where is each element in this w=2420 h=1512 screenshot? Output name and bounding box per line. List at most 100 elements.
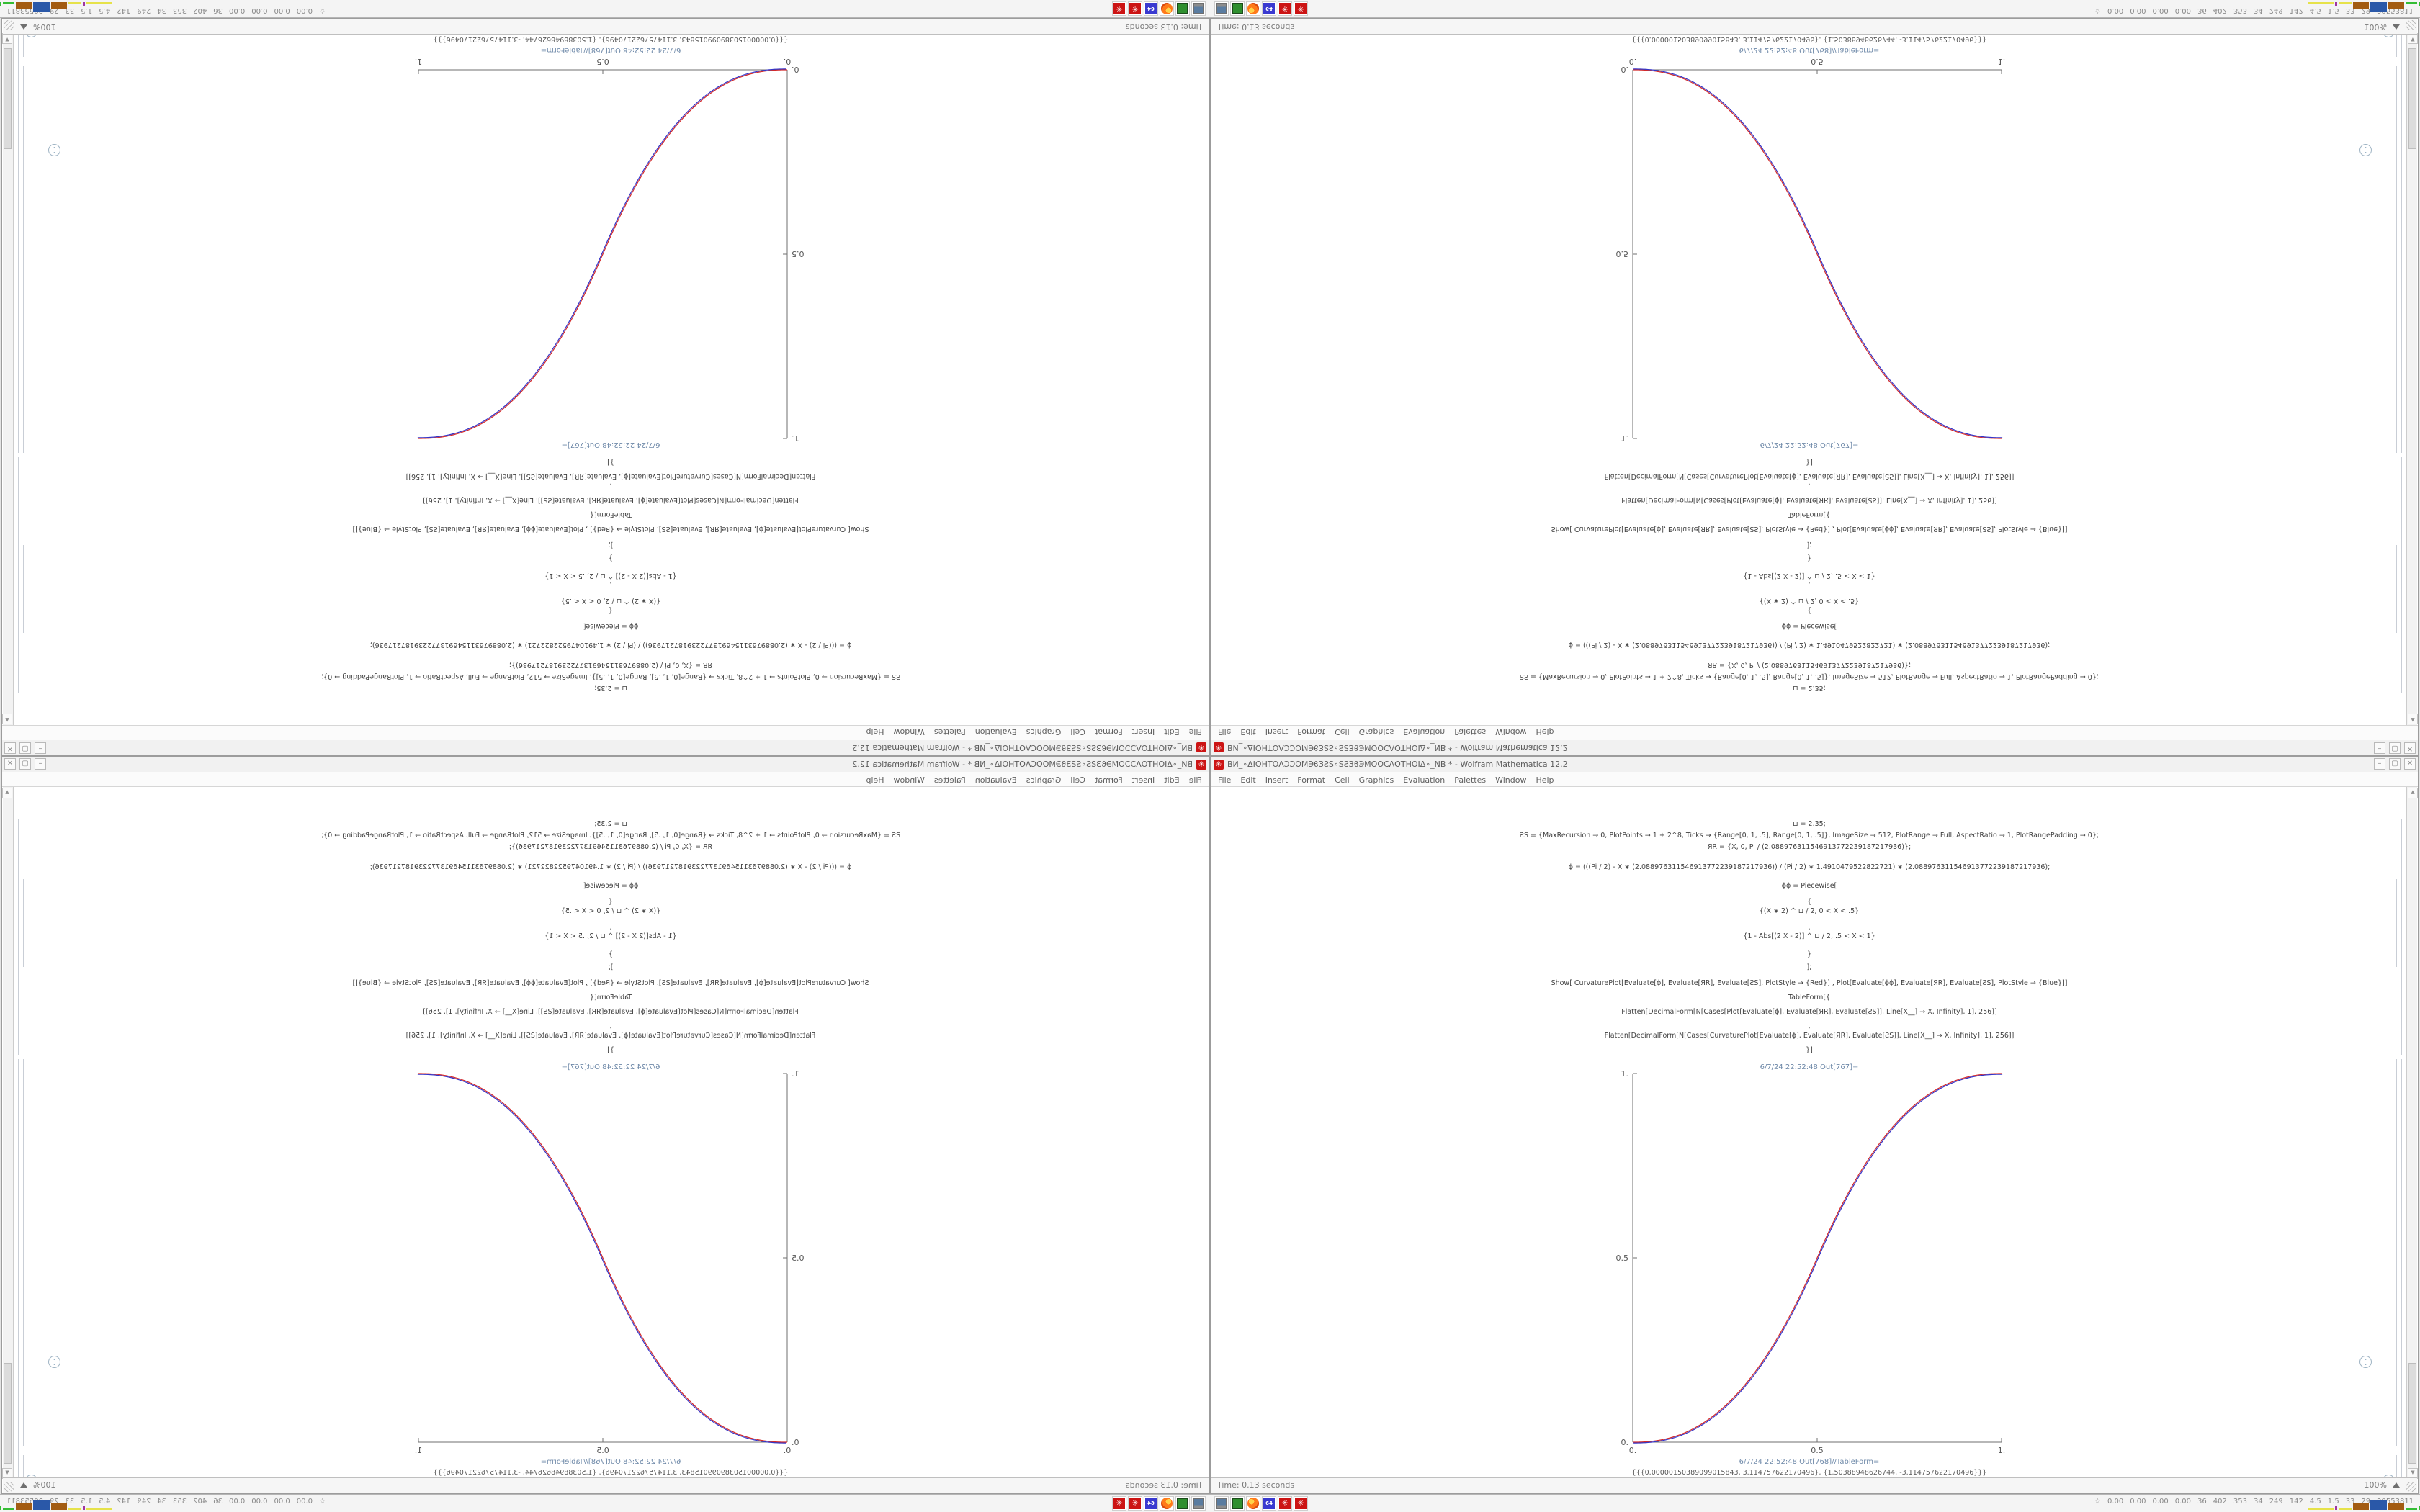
cell-bracket[interactable] bbox=[18, 1059, 19, 1480]
cell-bracket[interactable] bbox=[23, 32, 24, 57]
zoom-level[interactable]: 100% bbox=[2364, 22, 2387, 32]
chip-tool-icon[interactable] bbox=[1230, 1, 1245, 16]
cell-bracket[interactable] bbox=[2396, 879, 2397, 967]
resize-grip[interactable] bbox=[2406, 1482, 2416, 1492]
input-cell-line[interactable]: , bbox=[1808, 924, 1811, 932]
menu-item-edit[interactable]: Edit bbox=[1240, 775, 1256, 785]
input-cell-line[interactable]: Show[ CurvaturePlot[Evaluate[ϕ], Evaluat… bbox=[352, 525, 869, 533]
vertical-scrollbar[interactable]: ▲ ▼ bbox=[2, 787, 14, 1480]
close-button[interactable]: ✕ bbox=[2404, 758, 2416, 770]
menu-item-palettes[interactable]: Palettes bbox=[933, 775, 966, 785]
scroll-up-icon[interactable]: ▲ bbox=[2408, 714, 2418, 724]
input-cell-line[interactable]: TableForm[{ bbox=[1788, 510, 1831, 518]
maximize-button[interactable]: ▢ bbox=[19, 758, 31, 770]
scroll-up-icon[interactable]: ▲ bbox=[2408, 788, 2418, 798]
mathematica-icon-2[interactable]: ✳ bbox=[1112, 1496, 1126, 1511]
input-cell-line[interactable]: } bbox=[608, 554, 614, 562]
input-cell-line[interactable]: ЯR = {X, 0, Pi / (2.08897631154691377223… bbox=[508, 661, 713, 669]
vertical-scrollbar[interactable]: ▲ ▼ bbox=[2406, 32, 2418, 725]
zoom-dropdown-icon[interactable] bbox=[2393, 1482, 2400, 1488]
input-cell-line[interactable]: Flatten[DecimalForm[N[Cases[CurvaturePlo… bbox=[1604, 1032, 2015, 1040]
mathematica-icon[interactable]: ✳ bbox=[1128, 1, 1142, 16]
menu-item-evaluation[interactable]: Evaluation bbox=[974, 727, 1017, 737]
zoom-level[interactable]: 100% bbox=[33, 22, 56, 32]
input-cell-line[interactable]: ƧS = {MaxRecursion → 0, PlotPoints → 1 +… bbox=[1519, 832, 2099, 840]
input-cell-line[interactable]: Flatten[DecimalForm[N[Cases[CurvaturePlo… bbox=[1604, 472, 2015, 480]
input-cell-line[interactable]: ϕϕ = Piecewise[ bbox=[1781, 882, 1837, 890]
input-cell-line[interactable]: TableForm[{ bbox=[589, 994, 632, 1002]
input-cell-line[interactable]: ƧS = {MaxRecursion → 0, PlotPoints → 1 +… bbox=[321, 672, 901, 680]
menu-item-evaluation[interactable]: Evaluation bbox=[1403, 775, 1446, 785]
menu-item-insert[interactable]: Insert bbox=[1265, 727, 1289, 737]
input-cell-line[interactable]: ƧS = {MaxRecursion → 0, PlotPoints → 1 +… bbox=[321, 832, 901, 840]
cell-bracket[interactable] bbox=[2396, 32, 2397, 57]
input-cell-line[interactable]: } bbox=[608, 950, 614, 958]
vertical-scrollbar[interactable]: ▲ ▼ bbox=[2406, 787, 2418, 1480]
window-titlebar[interactable]: ✳ ВИ_∘ΔΙΟΗΤΟΛϽϽΟΜЭϐЗƧS∘SƧЗϐЭΜΟΟϹΛΟΤΗΟΙΔ∘… bbox=[2, 739, 1209, 755]
display-settings-icon[interactable] bbox=[1214, 1, 1229, 16]
menu-item-palettes[interactable]: Palettes bbox=[1454, 727, 1487, 737]
menu-item-file[interactable]: File bbox=[1218, 775, 1232, 785]
cell-bracket[interactable] bbox=[2401, 819, 2402, 1055]
input-cell-line[interactable]: ϕϕ = Piecewise[ bbox=[1781, 622, 1837, 630]
input-cell-line[interactable]: ]; bbox=[608, 963, 614, 971]
notebook-content[interactable]: ⊔ = 2.35; ƧS = {MaxRecursion → 0, PlotPoi… bbox=[13, 787, 1209, 1480]
mathematica-icon-2[interactable]: ✳ bbox=[1294, 1496, 1308, 1511]
cell-bracket[interactable] bbox=[2396, 1455, 2397, 1480]
window-titlebar[interactable]: ✳ ВИ_∘ΔΙΟΗΤΟΛϽϽΟΜЭϐЗƧS∘SƧЗϐЭΜΟΟϹΛΟΤΗΟΙΔ∘… bbox=[1211, 739, 2418, 755]
input-cell-line[interactable]: }] bbox=[607, 458, 614, 466]
input-cell-line[interactable]: }] bbox=[1806, 458, 1813, 466]
menu-item-window[interactable]: Window bbox=[1495, 775, 1527, 785]
display-settings-icon[interactable] bbox=[1191, 1, 1206, 16]
input-cell-line[interactable]: Flatten[DecimalForm[N[Cases[Plot[Evaluat… bbox=[1621, 496, 1997, 504]
menu-item-graphics[interactable]: Graphics bbox=[1358, 727, 1394, 737]
menu-item-window[interactable]: Window bbox=[1495, 727, 1527, 737]
menu-item-insert[interactable]: Insert bbox=[1131, 775, 1155, 785]
cell-bracket[interactable] bbox=[2401, 32, 2402, 453]
menu-item-insert[interactable]: Insert bbox=[1265, 775, 1289, 785]
input-cell-line[interactable]: ⊔ = 2.35; bbox=[594, 820, 627, 828]
menu-item-window[interactable]: Window bbox=[893, 727, 925, 737]
mathematica-icon[interactable]: ✳ bbox=[1128, 1496, 1142, 1511]
input-cell-line[interactable]: } bbox=[1806, 554, 1812, 562]
input-cell-line[interactable]: { bbox=[1806, 606, 1812, 614]
menu-item-evaluation[interactable]: Evaluation bbox=[974, 775, 1017, 785]
minimize-button[interactable]: – bbox=[2374, 742, 2385, 754]
input-cell-line[interactable]: TableForm[{ bbox=[1788, 994, 1831, 1002]
resize-grip[interactable] bbox=[4, 20, 14, 30]
input-cell-line[interactable]: Show[ CurvaturePlot[Evaluate[ϕ], Evaluat… bbox=[1551, 525, 2068, 533]
window-titlebar[interactable]: ✳ ВИ_∘ΔΙΟΗΤΟΛϽϽΟΜЭϐЗƧS∘SƧЗϐЭΜΟΟϹΛΟΤΗΟΙΔ∘… bbox=[1211, 757, 2418, 773]
menu-item-cell[interactable]: Cell bbox=[1335, 727, 1350, 737]
cell-bracket[interactable] bbox=[18, 819, 19, 1055]
close-button[interactable]: ✕ bbox=[4, 758, 16, 770]
menu-item-evaluation[interactable]: Evaluation bbox=[1403, 727, 1446, 737]
chip-tool-icon[interactable] bbox=[1175, 1496, 1190, 1511]
menu-item-cell[interactable]: Cell bbox=[1070, 775, 1085, 785]
menu-item-format[interactable]: Format bbox=[1297, 775, 1326, 785]
firefox-icon[interactable] bbox=[1246, 1496, 1260, 1511]
chip-tool-icon[interactable] bbox=[1230, 1496, 1245, 1511]
notebook-content[interactable]: ⊔ = 2.35; ƧS = {MaxRecursion → 0, PlotPoi… bbox=[13, 32, 1209, 725]
resize-grip[interactable] bbox=[4, 1482, 14, 1492]
input-cell-line[interactable]: ]; bbox=[608, 541, 614, 549]
input-cell-line[interactable]: Flatten[DecimalForm[N[Cases[Plot[Evaluat… bbox=[423, 496, 799, 504]
cell-bracket[interactable] bbox=[2396, 66, 2397, 453]
zoom-level[interactable]: 100% bbox=[33, 1480, 56, 1490]
menu-item-edit[interactable]: Edit bbox=[1164, 727, 1180, 737]
menu-item-format[interactable]: Format bbox=[1094, 775, 1123, 785]
notebook-content[interactable]: ⊔ = 2.35; ƧS = {MaxRecursion → 0, PlotPoi… bbox=[1211, 787, 2407, 1480]
cell-bracket[interactable] bbox=[2401, 457, 2402, 693]
vertical-scrollbar[interactable]: ▲ ▼ bbox=[2, 32, 14, 725]
input-cell-line[interactable]: Flatten[DecimalForm[N[Cases[Plot[Evaluat… bbox=[423, 1008, 799, 1016]
firefox-icon[interactable] bbox=[1160, 1, 1174, 16]
zoom-dropdown-icon[interactable] bbox=[20, 1482, 27, 1488]
firefox-icon[interactable] bbox=[1246, 1, 1260, 16]
zoom-level[interactable]: 100% bbox=[2364, 1480, 2387, 1490]
input-cell-line[interactable]: , bbox=[1808, 1022, 1811, 1030]
menu-item-help[interactable]: Help bbox=[1536, 727, 1554, 737]
cell-bracket[interactable] bbox=[23, 66, 24, 453]
input-cell-line[interactable]: {1 - Abs[(2 X - 2)] ^ ⊔ / 2, .5 < X < 1} bbox=[544, 932, 677, 940]
input-cell-line[interactable]: Show[ CurvaturePlot[Evaluate[ϕ], Evaluat… bbox=[352, 979, 869, 987]
chip-tool-icon[interactable] bbox=[1175, 1, 1190, 16]
resize-grip[interactable] bbox=[2406, 20, 2416, 30]
